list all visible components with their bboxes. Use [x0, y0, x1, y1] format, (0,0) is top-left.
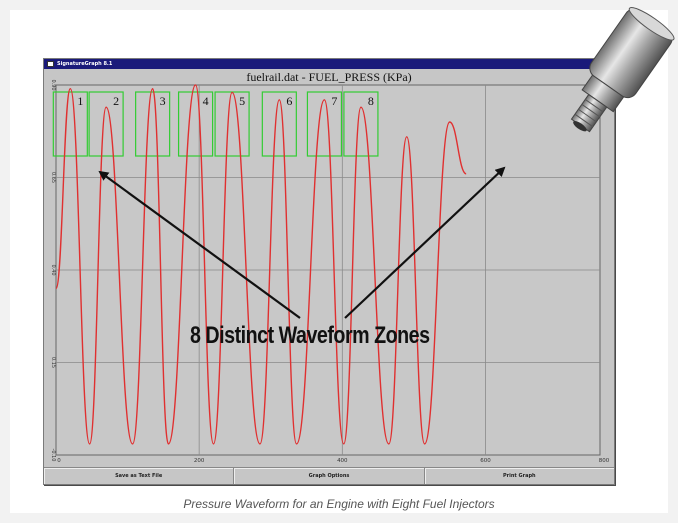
zone-box [306, 91, 343, 157]
zone-box [135, 91, 171, 157]
save-as-text-file-button[interactable]: Save as Text File [44, 468, 235, 484]
window-title: SignatureGraph 8.1 [57, 61, 113, 67]
zone-box [261, 91, 297, 157]
x-tick-label: 800 [599, 458, 610, 464]
zone-box [343, 91, 379, 157]
print-graph-button[interactable]: Print Graph [425, 468, 614, 484]
plot-title: fuelrail.dat - FUEL_PRESS (KPa) [246, 70, 412, 84]
signature-graph-window: SignatureGraph 8.1 fuelrail.dat - FUEL_P… [43, 58, 615, 485]
x-tick-label: 0 [57, 458, 61, 464]
y-tick-label: 0.15 [50, 357, 56, 368]
y-tick-labels: 0.90 0.65 0.40 0.15 -0.10 [50, 79, 56, 461]
figure-caption: Pressure Waveform for an Engine with Eig… [183, 497, 495, 511]
zone-label: 2 [113, 94, 119, 108]
x-tick-label: 400 [337, 458, 348, 464]
zone-label: 1 [77, 94, 83, 108]
x-tick-label: 600 [480, 458, 491, 464]
zone-box [177, 91, 214, 157]
app-icon [47, 61, 54, 67]
zone-label: 7 [331, 94, 337, 108]
x-tick-labels: 0 200 400 600 800 [57, 458, 609, 464]
y-tick-label: 0.65 [50, 172, 56, 183]
x-tick-label: 200 [194, 458, 205, 464]
pressure-chart: 1 2 3 4 5 6 7 8 0.90 0.65 0.40 0.15 -0.10 0 200 400 60… [50, 79, 610, 464]
zone-label: 8 [368, 94, 374, 108]
graph-toolbar: Save as Text File Graph Options Print Gr… [44, 467, 614, 484]
graph-options-button[interactable]: Graph Options [234, 468, 425, 484]
y-tick-label: 0.40 [50, 264, 56, 275]
zone-label: 6 [286, 94, 292, 108]
fuel-pressure-sensor-icon [570, 7, 675, 133]
y-tick-label: 0.90 [50, 79, 56, 90]
zone-boxes: 1 2 3 4 5 6 7 8 [52, 91, 379, 157]
y-tick-label: -0.10 [50, 449, 56, 462]
zone-label: 4 [203, 94, 209, 108]
zone-box [88, 91, 124, 157]
waveform-zones-label: 8 Distinct Waveform Zones [190, 322, 430, 349]
zone-label: 3 [160, 94, 166, 108]
window-titlebar[interactable]: SignatureGraph 8.1 [44, 59, 614, 69]
zone-label: 5 [239, 94, 245, 108]
zone-box [52, 91, 88, 157]
